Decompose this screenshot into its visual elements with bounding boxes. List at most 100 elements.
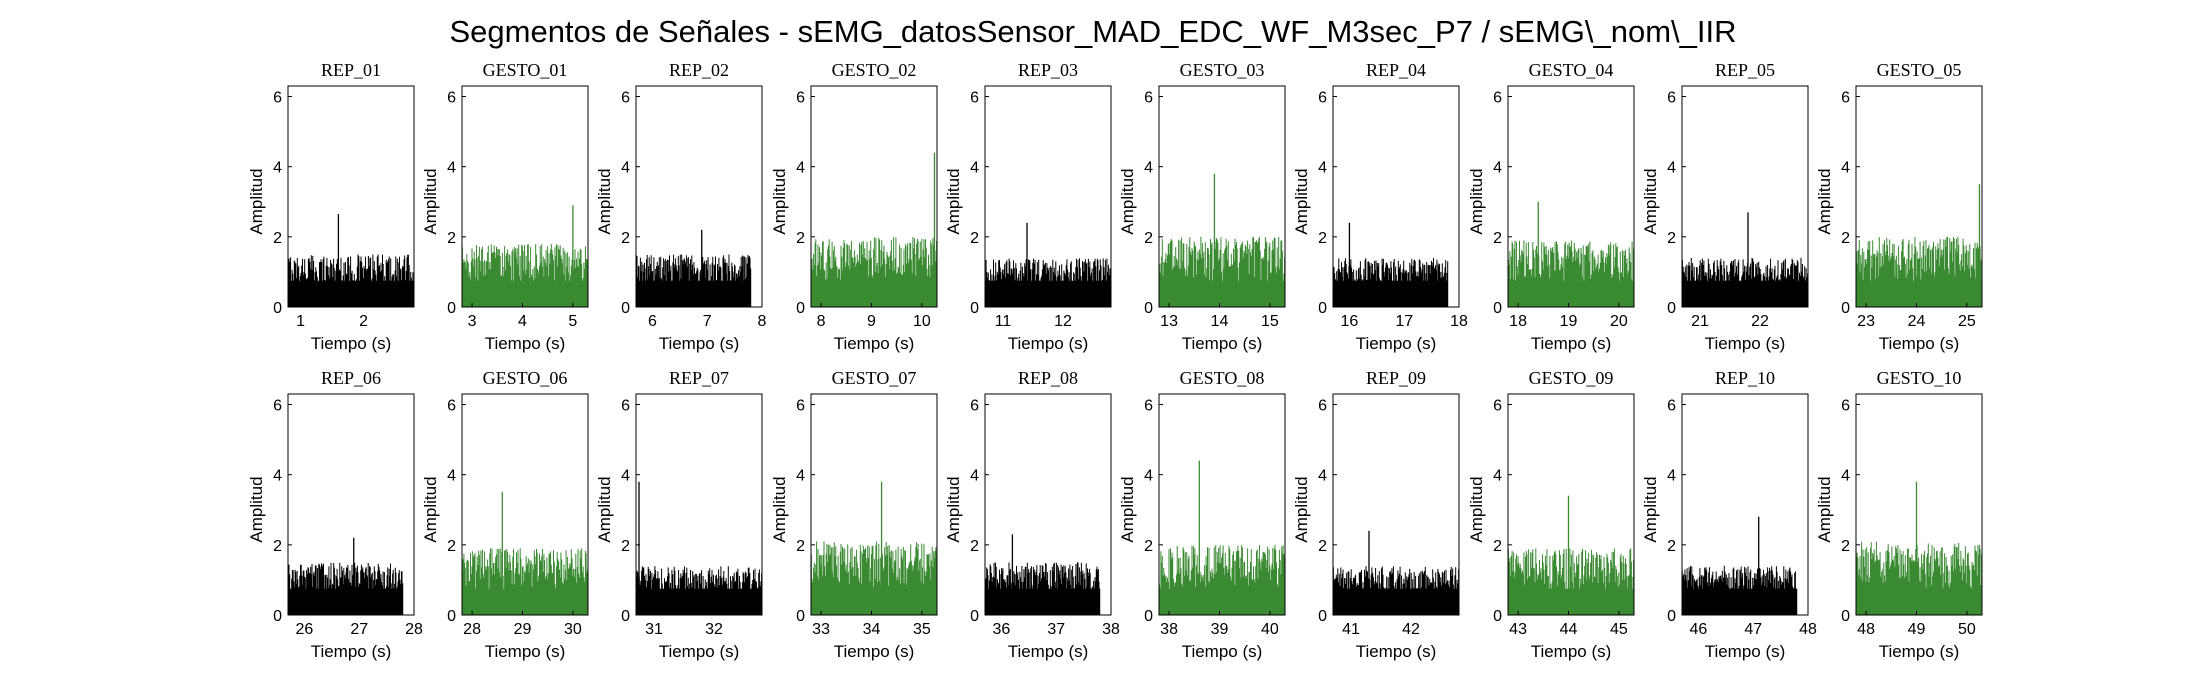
y-tick-label: 2 <box>273 538 282 555</box>
axes-box <box>810 393 938 616</box>
y-tick-label: 2 <box>1318 538 1327 555</box>
y-tick-label: 0 <box>1318 300 1327 317</box>
y-tick-label: 6 <box>273 90 282 107</box>
y-tick-label: 4 <box>621 468 630 485</box>
y-tick-label: 4 <box>1667 468 1676 485</box>
y-tick-label: 0 <box>621 300 630 317</box>
axes-box <box>1855 393 1983 616</box>
signal-bars <box>1332 258 1449 307</box>
subplot-13: REP_07 0 2 4 6 31 32 Tiempo (s) Amplitud <box>595 368 763 661</box>
subplot-title: GESTO_07 <box>832 368 917 388</box>
signal-trace <box>1332 530 1460 615</box>
y-tick-label: 6 <box>621 398 630 415</box>
subplot-title: GESTO_04 <box>1529 60 1614 80</box>
y-tick-label: 2 <box>1144 230 1153 247</box>
subplot-title: GESTO_01 <box>483 60 568 80</box>
axes-box <box>287 85 415 308</box>
x-tick-label: 3 <box>468 313 477 330</box>
y-tick-label: 2 <box>1144 538 1153 555</box>
axes-box <box>1681 393 1809 616</box>
x-tick-label: 36 <box>993 621 1011 638</box>
signal-trace <box>635 229 752 307</box>
x-tick-label: 49 <box>1908 621 1926 638</box>
x-tick-label: 19 <box>1560 313 1578 330</box>
y-axis-label: Amplitud <box>770 168 789 234</box>
y-axis-label: Amplitud <box>1815 168 1834 234</box>
x-tick-label: 15 <box>1261 313 1279 330</box>
x-tick-label: 29 <box>514 621 532 638</box>
y-axis-label: Amplitud <box>595 476 614 542</box>
y-tick-label: 4 <box>1144 160 1153 177</box>
subplot-17: REP_09 0 2 4 6 41 42 Tiempo (s) Amplitud <box>1292 368 1460 661</box>
y-tick-label: 0 <box>1493 608 1502 625</box>
y-tick-label: 6 <box>970 398 979 415</box>
subplot-title: REP_07 <box>669 368 729 388</box>
subplot-7: REP_04 0 2 4 6 16 17 18 Tiempo (s) Amplitud <box>1292 60 1468 353</box>
axes-box <box>1681 85 1809 308</box>
y-tick-label: 2 <box>1493 538 1502 555</box>
x-tick-label: 14 <box>1211 313 1229 330</box>
signal-trace <box>635 481 763 615</box>
subplot-20: GESTO_10 0 2 4 6 48 49 50 Tiempo (s) Amplitud <box>1815 368 1983 661</box>
x-axis-label: Tiempo (s) <box>659 642 740 661</box>
y-tick-label: 0 <box>273 608 282 625</box>
x-tick-label: 43 <box>1509 621 1527 638</box>
y-tick-label: 4 <box>273 160 282 177</box>
y-axis-label: Amplitud <box>1292 168 1311 234</box>
subplot-title: GESTO_02 <box>832 60 917 80</box>
x-tick-label: 27 <box>350 621 368 638</box>
x-tick-label: 18 <box>1509 313 1527 330</box>
y-tick-label: 4 <box>970 468 979 485</box>
x-tick-label: 38 <box>1102 621 1120 638</box>
subplot-title: GESTO_06 <box>483 368 568 388</box>
x-tick-label: 8 <box>817 313 826 330</box>
x-tick-label: 23 <box>1857 313 1875 330</box>
x-tick-label: 38 <box>1160 621 1178 638</box>
subplot-title: REP_09 <box>1366 368 1426 388</box>
subplot-title: GESTO_10 <box>1877 368 1962 388</box>
y-tick-label: 4 <box>273 468 282 485</box>
x-axis-label: Tiempo (s) <box>1879 334 1960 353</box>
x-tick-label: 31 <box>645 621 663 638</box>
subplot-title: GESTO_05 <box>1877 60 1962 80</box>
subplot-6: GESTO_03 0 2 4 6 13 14 15 Tiempo (s) Amplitud <box>1118 60 1286 353</box>
y-axis-label: Amplitud <box>421 476 440 542</box>
y-axis-label: Amplitud <box>1292 476 1311 542</box>
x-axis-label: Tiempo (s) <box>1008 642 1089 661</box>
x-tick-label: 40 <box>1261 621 1279 638</box>
y-tick-label: 6 <box>1841 90 1850 107</box>
x-tick-label: 24 <box>1908 313 1926 330</box>
subplot-14: GESTO_07 0 2 4 6 33 34 35 Tiempo (s) Amplitud <box>770 368 938 661</box>
signal-trace <box>1332 222 1449 307</box>
subplot-4: GESTO_02 0 2 4 6 8 9 10 Tiempo (s) Amplitud <box>770 60 938 353</box>
subplot-title: REP_01 <box>321 60 381 80</box>
y-tick-label: 6 <box>447 90 456 107</box>
y-tick-label: 6 <box>273 398 282 415</box>
y-tick-label: 2 <box>1667 230 1676 247</box>
signal-trace <box>461 205 589 307</box>
subplot-title: REP_10 <box>1715 368 1775 388</box>
axes-box <box>287 393 415 616</box>
y-tick-label: 0 <box>1144 300 1153 317</box>
subplot-title: GESTO_08 <box>1180 368 1265 388</box>
axes-box <box>1332 393 1460 616</box>
y-tick-label: 4 <box>1493 160 1502 177</box>
axes-box <box>635 85 763 308</box>
x-axis-label: Tiempo (s) <box>659 334 740 353</box>
x-axis-label: Tiempo (s) <box>311 642 392 661</box>
x-tick-label: 25 <box>1958 313 1976 330</box>
y-axis-label: Amplitud <box>944 168 963 234</box>
y-tick-label: 2 <box>1841 230 1850 247</box>
x-tick-label: 44 <box>1560 621 1578 638</box>
subplot-title: REP_02 <box>669 60 729 80</box>
x-tick-label: 4 <box>518 313 527 330</box>
x-tick-label: 18 <box>1450 313 1468 330</box>
x-axis-label: Tiempo (s) <box>1879 642 1960 661</box>
subplot-title: REP_03 <box>1018 60 1078 80</box>
y-tick-label: 4 <box>1318 160 1327 177</box>
x-tick-label: 48 <box>1799 621 1817 638</box>
x-tick-label: 50 <box>1958 621 1976 638</box>
y-tick-label: 0 <box>970 300 979 317</box>
x-axis-label: Tiempo (s) <box>1182 642 1263 661</box>
axes-box <box>1507 85 1635 308</box>
